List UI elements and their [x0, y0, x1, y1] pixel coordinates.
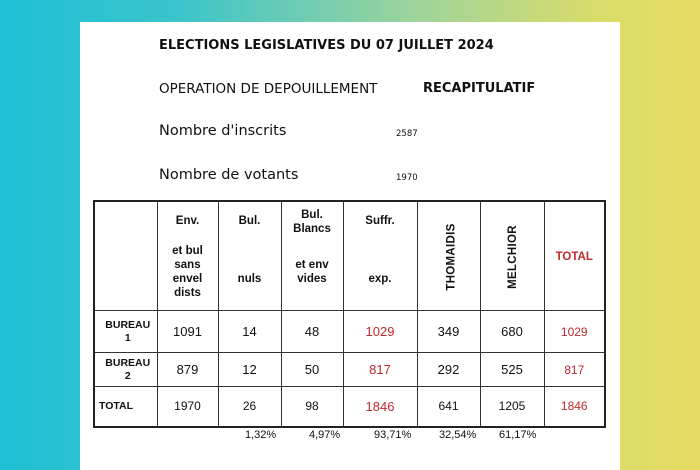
cell-suffr: 1846	[342, 386, 418, 427]
cell-cand1: 641	[416, 386, 481, 427]
header-nuls: Bul. nuls	[217, 200, 282, 311]
results-table: Env. et bul sans envel dists Bul. nuls B…	[93, 200, 606, 428]
cell-env: 1091	[156, 310, 219, 353]
results-sheet: ELECTIONS LEGISLATIVES DU 07 JUILLET 202…	[80, 22, 620, 470]
cell-nuls: 12	[217, 352, 282, 387]
pct-suffr: 93,71%	[374, 429, 412, 441]
table-row-bureau-2: BUREAU 2 879 12 50 817 292 525 817	[93, 352, 606, 387]
cell-cand2: 680	[479, 310, 545, 353]
header-empty-cell	[93, 200, 158, 311]
votants-value: 1970	[396, 173, 418, 183]
row-label: BUREAU 2	[93, 352, 158, 387]
cell-nuls: 26	[217, 386, 282, 427]
header-cand2: MELCHIOR	[479, 200, 545, 311]
inscrits-value: 2587	[396, 129, 418, 139]
header-nuls-sub: nuls	[237, 273, 262, 285]
cell-total: 1029	[543, 310, 606, 353]
cell-env: 1970	[156, 386, 219, 427]
header-blancs-sub: et env vides	[295, 259, 329, 285]
pct-cand2: 61,17%	[499, 429, 537, 441]
operation-label: OPERATION DE DEPOUILLEMENT	[159, 81, 378, 97]
cell-total: 817	[543, 352, 606, 387]
cell-total: 1846	[543, 386, 606, 427]
table-row-bureau-1: BUREAU 1 1091 14 48 1029 349 680 1029	[93, 310, 606, 353]
inscrits-label: Nombre d'inscrits	[159, 123, 287, 139]
header-cand2-label: MELCHIOR	[506, 225, 519, 289]
header-cand1-label: THOMAIDIS	[445, 223, 458, 291]
cell-nuls: 14	[217, 310, 282, 353]
header-suffr-title: Suffr.	[365, 215, 395, 227]
cell-blancs: 98	[280, 386, 344, 427]
cell-suffr: 1029	[342, 310, 418, 353]
header-total: TOTAL	[543, 200, 606, 311]
cell-cand1: 349	[416, 310, 481, 353]
header-blancs: Bul. Blancs et env vides	[280, 200, 344, 311]
pct-cand1: 32,54%	[439, 429, 477, 441]
pct-blancs: 4,97%	[309, 429, 341, 441]
header-cand1: THOMAIDIS	[416, 200, 481, 311]
header-nuls-title: Bul.	[238, 215, 261, 227]
header-total-label: TOTAL	[555, 251, 593, 263]
header-row: Env. et bul sans envel dists Bul. nuls B…	[93, 200, 606, 311]
header-env: Env. et bul sans envel dists	[156, 200, 219, 311]
votants-label: Nombre de votants	[159, 167, 299, 183]
header-env-sub: et bul sans envel dists	[172, 245, 203, 299]
pct-nuls: 1,32%	[245, 429, 277, 441]
cell-env: 879	[156, 352, 219, 387]
recap-label: RECAPITULATIF	[423, 81, 536, 96]
cell-cand2: 1205	[479, 386, 545, 427]
header-suffr: Suffr. exp.	[342, 200, 418, 311]
row-label: TOTAL	[93, 386, 158, 427]
cell-blancs: 48	[280, 310, 344, 353]
cell-blancs: 50	[280, 352, 344, 387]
table-row-total: TOTAL 1970 26 98 1846 641 1205 1846	[93, 386, 606, 427]
row-label: BUREAU 1	[93, 310, 158, 353]
cell-cand2: 525	[479, 352, 545, 387]
document-title: ELECTIONS LEGISLATIVES DU 07 JUILLET 202…	[159, 38, 494, 53]
header-suffr-sub: exp.	[368, 273, 392, 285]
cell-suffr: 817	[342, 352, 418, 387]
cell-cand1: 292	[416, 352, 481, 387]
header-env-title: Env.	[175, 215, 200, 227]
header-blancs-title: Bul. Blancs	[293, 209, 331, 235]
